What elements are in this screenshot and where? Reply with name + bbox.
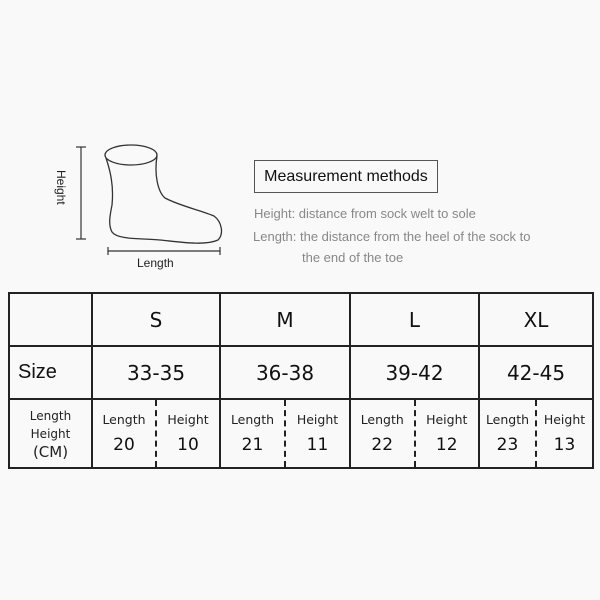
length-description: Length: the distance from the heel of th… [253, 229, 531, 244]
height-value: 11 [306, 435, 329, 455]
size-chart-table: S M L XL Size 33-35 36-38 39-42 42-45 Le… [8, 292, 594, 469]
measurement-methods-title: Measurement methods [254, 160, 438, 193]
height-header: Height [426, 412, 468, 427]
measurements-row: Length Height (CM) Length 20 Height 10 Len… [8, 398, 594, 469]
length-header: Length [360, 412, 404, 427]
length-description-cont: the end of the toe [302, 250, 404, 265]
size-range: 36-38 [219, 345, 351, 400]
height-value: 13 [553, 435, 576, 455]
length-value: 20 [113, 435, 135, 455]
size-measurements: Length 22 Height 12 [349, 398, 480, 469]
size-measurements: Length 20 Height 10 [91, 398, 221, 469]
height-header: Height [167, 412, 209, 427]
length-value: 23 [496, 435, 519, 455]
length-header: Length [102, 412, 146, 427]
empty-cell [8, 292, 93, 347]
size-name: XL [478, 292, 594, 347]
size-name: S [91, 292, 221, 347]
size-name: M [219, 292, 351, 347]
height-value: 12 [435, 435, 458, 455]
size-measurements: Length 23 Height 13 [478, 398, 594, 469]
height-header: Height [543, 412, 586, 427]
height-dimension-line [76, 146, 86, 240]
unit-line: Length [29, 408, 72, 423]
length-header: Length [485, 412, 530, 427]
length-value: 21 [241, 435, 264, 455]
height-label: Height [54, 170, 68, 205]
length-dimension-line [107, 247, 221, 255]
sock-diagram: Height Length [54, 144, 223, 270]
height-description: Height: distance from sock welt to sole [254, 206, 476, 221]
length-header: Length [230, 412, 275, 427]
length-label: Length [137, 256, 174, 270]
size-range: 42-45 [478, 345, 594, 400]
size-label: Size [8, 345, 93, 400]
height-value: 10 [177, 435, 199, 455]
unit-line: (CM) [32, 442, 69, 461]
size-range: 39-42 [349, 345, 480, 400]
unit-label: Length Height (CM) [8, 398, 93, 469]
sock-outline-icon [104, 144, 223, 244]
height-header: Height [296, 412, 339, 427]
size-name: L [349, 292, 480, 347]
size-measurements: Length 21 Height 11 [219, 398, 351, 469]
length-value: 22 [371, 435, 394, 455]
size-range: 33-35 [91, 345, 221, 400]
unit-line: Height [30, 426, 71, 441]
size-name-row: S M L XL [8, 292, 594, 347]
size-range-row: Size 33-35 36-38 39-42 42-45 [8, 345, 594, 400]
